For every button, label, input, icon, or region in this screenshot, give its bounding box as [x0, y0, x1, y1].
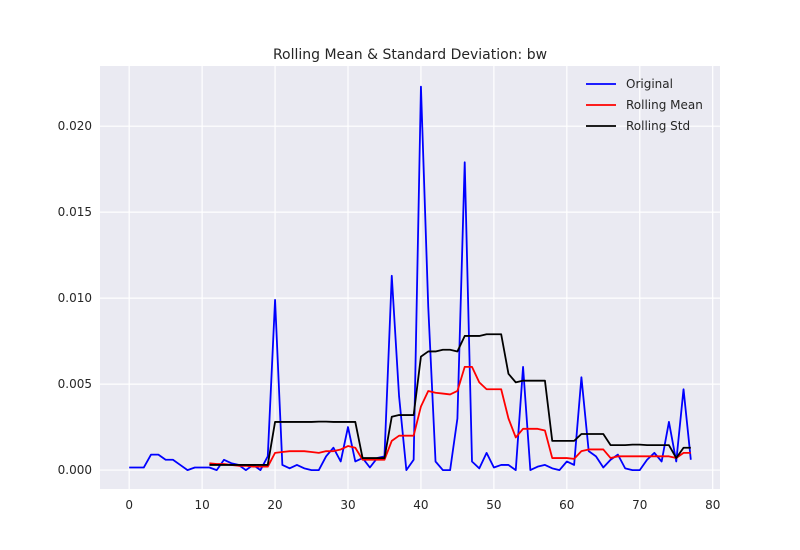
x-tick-label: 60 — [559, 498, 574, 512]
y-tick-label: 0.015 — [58, 205, 92, 219]
y-tick-label: 0.020 — [58, 119, 92, 133]
legend-label: Rolling Mean — [626, 98, 703, 112]
y-tick-label: 0.000 — [58, 463, 92, 477]
plot-background — [100, 66, 720, 489]
x-tick-label: 40 — [413, 498, 428, 512]
grid-lines — [100, 66, 720, 489]
series-line-original — [129, 85, 692, 471]
x-tick-label: 30 — [340, 498, 355, 512]
series-layer — [129, 85, 692, 471]
x-axis-ticks: 0 10 20 30 40 50 60 70 80 — [125, 498, 720, 512]
x-tick-label: 20 — [267, 498, 282, 512]
y-tick-label: 0.010 — [58, 291, 92, 305]
x-tick-label: 80 — [705, 498, 720, 512]
chart-title: Rolling Mean & Standard Deviation: bw — [273, 47, 547, 63]
x-tick-label: 0 — [125, 498, 133, 512]
y-axis-ticks: 0.000 0.005 0.010 0.015 0.020 — [58, 119, 92, 477]
legend-label: Rolling Std — [626, 119, 690, 133]
legend-label: Original — [626, 77, 673, 91]
x-tick-label: 50 — [486, 498, 501, 512]
x-tick-label: 10 — [194, 498, 209, 512]
legend: Original Rolling Mean Rolling Std — [586, 77, 703, 133]
series-line-rolling-mean — [209, 366, 691, 468]
y-tick-label: 0.005 — [58, 377, 92, 391]
x-tick-label: 70 — [632, 498, 647, 512]
series-line-rolling-std — [209, 333, 691, 466]
